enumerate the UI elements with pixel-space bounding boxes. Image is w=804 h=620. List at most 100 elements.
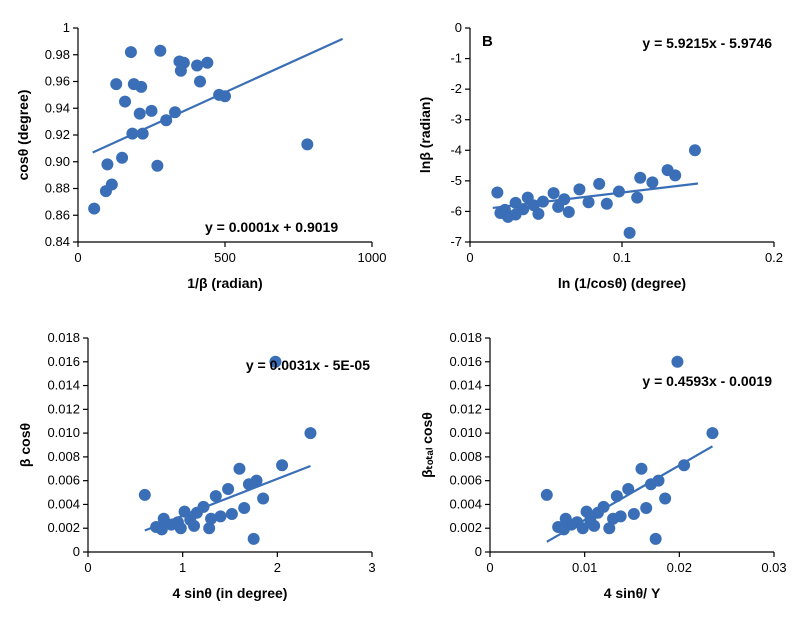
y-axis-label: βₜₒₜₐₗ cosθ — [419, 412, 435, 478]
data-point — [689, 144, 701, 156]
data-point — [119, 96, 131, 108]
data-point — [201, 57, 213, 69]
panel-a: 0.840.860.880.900.920.940.960.9810500100… — [0, 0, 402, 310]
data-point — [635, 463, 647, 475]
svg-text:-2: -2 — [450, 81, 462, 96]
data-point — [134, 108, 146, 120]
y-axis-label: β cosθ — [17, 423, 33, 467]
svg-text:-7: -7 — [450, 234, 462, 249]
data-point — [593, 178, 605, 190]
svg-text:0.90: 0.90 — [45, 154, 70, 169]
svg-text:0: 0 — [84, 560, 91, 575]
equation-label: y = 0.0031x - 5E-05 — [246, 357, 370, 373]
data-point — [125, 46, 137, 58]
data-point — [491, 186, 503, 198]
data-point — [615, 510, 627, 522]
svg-text:0.010: 0.010 — [47, 425, 80, 440]
svg-text:-5: -5 — [450, 173, 462, 188]
panel-tag: B — [482, 33, 493, 50]
svg-text:1000: 1000 — [358, 250, 387, 265]
data-point — [175, 522, 187, 534]
data-point — [671, 356, 683, 368]
data-point — [188, 520, 200, 532]
svg-text:0.012: 0.012 — [47, 401, 80, 416]
x-axis-label: ln (1/cosθ) (degree) — [558, 275, 686, 291]
svg-text:0.2: 0.2 — [765, 250, 783, 265]
svg-text:0.86: 0.86 — [45, 207, 70, 222]
svg-text:0.92: 0.92 — [45, 127, 70, 142]
trend-line — [145, 466, 311, 530]
data-point — [110, 78, 122, 90]
data-point — [640, 502, 652, 514]
data-point — [631, 192, 643, 204]
data-point — [154, 45, 166, 57]
svg-text:0: 0 — [455, 20, 462, 35]
svg-text:0.004: 0.004 — [47, 496, 80, 511]
svg-text:0.006: 0.006 — [47, 473, 80, 488]
svg-text:0.016: 0.016 — [449, 354, 482, 369]
svg-text:0.98: 0.98 — [45, 47, 70, 62]
svg-text:0.002: 0.002 — [47, 520, 80, 535]
chart-grid: 0.840.860.880.900.920.940.960.9810500100… — [0, 0, 804, 619]
x-axis-label: 4 sinθ (in degree) — [173, 585, 288, 601]
x-axis-label: 1/β (radian) — [187, 275, 262, 291]
svg-text:0.004: 0.004 — [449, 496, 482, 511]
data-point — [634, 172, 646, 184]
data-point — [135, 81, 147, 93]
data-point — [304, 427, 316, 439]
svg-text:0.010: 0.010 — [449, 425, 482, 440]
svg-text:0.01: 0.01 — [572, 560, 597, 575]
data-point — [226, 508, 238, 520]
data-point — [276, 459, 288, 471]
svg-text:0: 0 — [466, 250, 473, 265]
svg-text:0.96: 0.96 — [45, 74, 70, 89]
data-point — [706, 427, 718, 439]
svg-text:-3: -3 — [450, 112, 462, 127]
svg-text:0.88: 0.88 — [45, 181, 70, 196]
svg-text:0.008: 0.008 — [47, 449, 80, 464]
svg-text:0.1: 0.1 — [613, 250, 631, 265]
data-point — [248, 533, 260, 545]
svg-text:1: 1 — [63, 20, 70, 35]
svg-text:2: 2 — [274, 560, 281, 575]
y-axis-label: lnβ (radian) — [417, 97, 433, 173]
data-point — [215, 510, 227, 522]
data-point — [601, 198, 613, 210]
panel-d: 00.0020.0040.0060.0080.0100.0120.0140.01… — [402, 310, 804, 620]
panel-b: -7-6-5-4-3-2-1000.10.2ln (1/cosθ) (degre… — [402, 0, 804, 310]
data-point — [178, 57, 190, 69]
data-point — [541, 489, 553, 501]
svg-text:-4: -4 — [450, 142, 462, 157]
svg-text:0.014: 0.014 — [449, 378, 482, 393]
data-point — [624, 227, 636, 239]
data-point — [301, 138, 313, 150]
svg-text:0.84: 0.84 — [45, 234, 70, 249]
equation-label: y = 0.4593x - 0.0019 — [642, 373, 772, 389]
data-point — [139, 489, 151, 501]
svg-text:0: 0 — [73, 544, 80, 559]
data-point — [650, 533, 662, 545]
svg-text:0.018: 0.018 — [47, 330, 80, 345]
data-point — [563, 206, 575, 218]
data-point — [257, 493, 269, 505]
data-point — [116, 152, 128, 164]
data-point — [233, 463, 245, 475]
svg-text:0.018: 0.018 — [449, 330, 482, 345]
svg-text:0.002: 0.002 — [449, 520, 482, 535]
data-point — [659, 493, 671, 505]
panel-c: 00.0020.0040.0060.0080.0100.0120.0140.01… — [0, 310, 402, 620]
data-point — [588, 520, 600, 532]
svg-text:0.012: 0.012 — [449, 401, 482, 416]
svg-text:-1: -1 — [450, 51, 462, 66]
data-point — [194, 76, 206, 88]
y-axis-label: cosθ (degree) — [15, 90, 31, 181]
data-point — [532, 208, 544, 220]
data-point — [573, 183, 585, 195]
svg-text:0.02: 0.02 — [667, 560, 692, 575]
data-point — [88, 203, 100, 215]
svg-text:500: 500 — [214, 250, 236, 265]
data-point — [548, 187, 560, 199]
data-point — [146, 105, 158, 117]
data-point — [222, 483, 234, 495]
equation-label: y = 5.9215x - 5.9746 — [642, 35, 772, 51]
